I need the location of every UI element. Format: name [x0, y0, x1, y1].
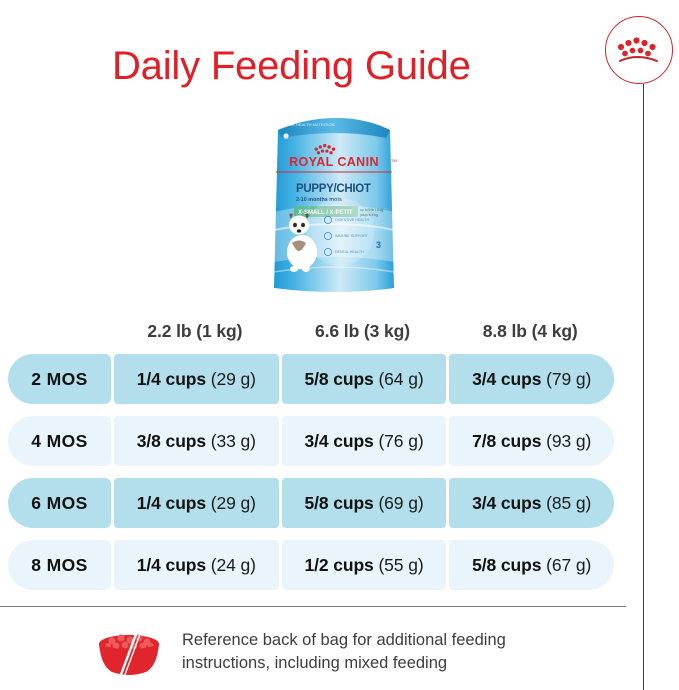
svg-text:2-10 months mois: 2-10 months mois	[296, 197, 342, 203]
grams-value: (64 g)	[378, 368, 424, 389]
grams-value: (85 g)	[546, 492, 592, 513]
grams-value: (76 g)	[378, 430, 424, 451]
grams-value: (69 g)	[378, 492, 424, 513]
cups-value: 7/8 cups	[472, 430, 542, 451]
svg-text:PUPPY/CHIOT: PUPPY/CHIOT	[296, 183, 371, 195]
grams-value: (55 g)	[378, 554, 424, 575]
product-bag-image: SIZE HEALTH NUTRITION ROYAL CANIN TM PUP…	[273, 118, 397, 292]
svg-text:ROYAL CANIN: ROYAL CANIN	[289, 155, 379, 169]
cups-value: 1/4 cups	[136, 368, 206, 389]
svg-text:DENTAL HEALTH: DENTAL HEALTH	[335, 250, 364, 254]
table-row: 6 MOS 1/4 cups (29 g) 5/8 cups (69 g) 3/…	[8, 478, 615, 528]
grams-value: (93 g)	[546, 430, 592, 451]
footer-note: Reference back of bag for additional fee…	[92, 624, 612, 680]
row-age-label: 2 MOS	[8, 354, 111, 404]
cups-value: 1/2 cups	[304, 554, 374, 575]
cups-value: 5/8 cups	[304, 368, 374, 389]
feeding-amount-cell: 3/8 cups (33 g)	[114, 416, 279, 466]
feeding-amount-cell: 1/4 cups (24 g)	[114, 540, 279, 590]
feeding-amount-cell: 5/8 cups (69 g)	[281, 478, 447, 528]
table-row: 4 MOS 3/8 cups (33 g) 3/4 cups (76 g) 7/…	[8, 416, 615, 466]
royal-canin-logo	[605, 16, 679, 92]
feeding-amount-cell: 3/4 cups (76 g)	[281, 416, 447, 466]
cups-value: 3/4 cups	[472, 368, 542, 389]
crown-icon	[617, 37, 658, 62]
column-header-1: 2.2 lb (1 kg)	[147, 321, 243, 341]
table-column-headers: 2.2 lb (1 kg) 6.6 lb (3 kg) 8.8 lb (4 kg…	[8, 312, 614, 342]
svg-text:SIZE HEALTH NUTRITION: SIZE HEALTH NUTRITION	[286, 122, 334, 127]
grams-value: (33 g)	[210, 430, 256, 451]
svg-text:jusqu'a 4 kg: jusqu'a 4 kg	[359, 213, 378, 217]
grams-value: (24 g)	[210, 554, 256, 575]
feeding-amount-cell: 3/4 cups (79 g)	[449, 354, 615, 404]
feeding-amount-cell: 1/4 cups (29 g)	[114, 354, 279, 404]
feeding-amount-cell: 5/8 cups (64 g)	[281, 354, 447, 404]
column-header-3: 8.8 lb (4 kg)	[482, 321, 578, 341]
cups-value: 3/4 cups	[304, 430, 374, 451]
svg-text:DIGESTIVE HEALTH: DIGESTIVE HEALTH	[335, 218, 369, 222]
grams-value: (67 g)	[546, 554, 592, 575]
grams-value: (29 g)	[210, 368, 256, 389]
footer-text: Reference back of bag for additional fee…	[182, 629, 506, 675]
dog-bowl-icon	[99, 625, 159, 680]
cups-value: 5/8 cups	[472, 554, 542, 575]
svg-text:IMMUNE SUPPORT: IMMUNE SUPPORT	[335, 234, 369, 238]
grams-value: (29 g)	[210, 492, 256, 513]
footer-divider	[0, 606, 626, 607]
svg-text:X-SMALL / X-PETIT: X-SMALL / X-PETIT	[298, 210, 353, 216]
footer-text-line2: instructions, including mixed feeding	[182, 654, 448, 672]
column-header-2: 6.6 lb (3 kg)	[315, 321, 410, 341]
feeding-amount-cell: 1/2 cups (55 g)	[281, 540, 447, 590]
cups-value: 1/4 cups	[136, 554, 206, 575]
cups-value: 1/4 cups	[136, 492, 206, 513]
feeding-amount-cell: 5/8 cups (67 g)	[449, 540, 615, 590]
cups-value: 3/8 cups	[136, 430, 206, 451]
table-row: 2 MOS 1/4 cups (29 g) 5/8 cups (64 g) 3/…	[8, 354, 615, 404]
table-row: 8 MOS 1/4 cups (24 g) 1/2 cups (55 g) 5/…	[8, 540, 615, 590]
page-title: Daily Feeding Guide	[112, 44, 471, 88]
svg-text:TM: TM	[391, 158, 397, 163]
svg-text:3: 3	[376, 240, 381, 250]
cups-value: 5/8 cups	[304, 492, 374, 513]
grams-value: (79 g)	[546, 368, 592, 389]
vertical-rule	[643, 84, 645, 690]
footer-text-line1: Reference back of bag for additional fee…	[182, 631, 506, 649]
row-age-label: 6 MOS	[8, 478, 111, 528]
feeding-table: 2.2 lb (1 kg) 6.6 lb (3 kg) 8.8 lb (4 kg…	[8, 312, 615, 590]
svg-text:up to 9 lb / 4 kg: up to 9 lb / 4 kg	[360, 208, 383, 212]
row-age-label: 4 MOS	[8, 416, 111, 466]
row-age-label: 8 MOS	[8, 540, 111, 590]
feeding-amount-cell: 7/8 cups (93 g)	[449, 416, 615, 466]
cups-value: 3/4 cups	[472, 492, 542, 513]
feeding-amount-cell: 1/4 cups (29 g)	[114, 478, 279, 528]
feeding-amount-cell: 3/4 cups (85 g)	[449, 478, 615, 528]
